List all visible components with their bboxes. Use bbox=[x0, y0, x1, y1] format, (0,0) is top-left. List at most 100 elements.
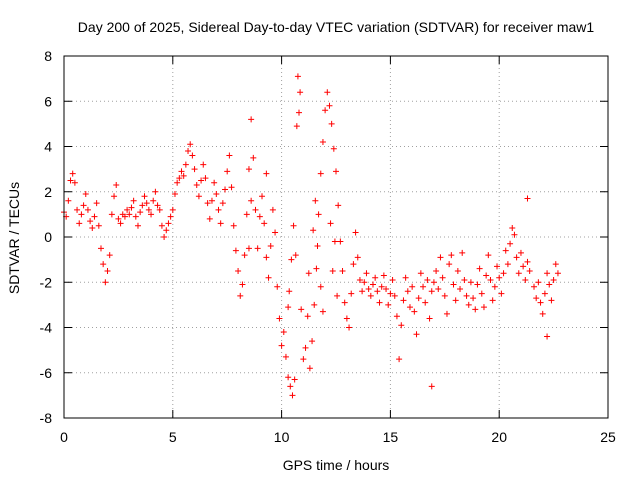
data-point-marker bbox=[480, 304, 487, 311]
data-point-marker bbox=[326, 102, 333, 109]
data-point-marker bbox=[239, 281, 246, 288]
data-point-marker bbox=[311, 301, 318, 308]
data-point-marker bbox=[341, 299, 348, 306]
data-point-marker bbox=[80, 202, 87, 209]
y-axis-label: SDTVAR / TECUs bbox=[6, 182, 22, 294]
data-point-marker bbox=[483, 272, 490, 279]
data-point-marker bbox=[476, 265, 483, 272]
data-point-marker bbox=[441, 292, 448, 299]
data-point-marker bbox=[248, 197, 255, 204]
data-point-marker bbox=[359, 288, 366, 295]
data-point-marker bbox=[139, 202, 146, 209]
data-point-marker bbox=[411, 308, 418, 315]
data-points bbox=[61, 73, 561, 399]
data-point-marker bbox=[452, 297, 459, 304]
data-point-marker bbox=[156, 206, 163, 213]
data-point-marker bbox=[113, 181, 120, 188]
data-point-marker bbox=[454, 267, 461, 274]
data-point-marker bbox=[161, 234, 168, 240]
data-point-marker bbox=[383, 286, 390, 293]
data-point-marker bbox=[504, 261, 511, 268]
data-point-marker bbox=[237, 292, 244, 299]
data-point-marker bbox=[300, 356, 307, 363]
data-point-marker bbox=[552, 261, 559, 268]
data-point-marker bbox=[363, 270, 370, 277]
data-point-marker bbox=[422, 299, 429, 306]
data-point-marker bbox=[69, 170, 76, 177]
data-point-marker bbox=[314, 243, 321, 250]
data-point-marker bbox=[494, 263, 501, 270]
data-point-marker bbox=[550, 276, 557, 283]
data-point-marker bbox=[387, 290, 394, 297]
data-point-marker bbox=[297, 89, 304, 96]
data-point-marker bbox=[274, 283, 281, 290]
data-point-marker bbox=[361, 279, 368, 286]
x-tick-label: 10 bbox=[274, 429, 290, 445]
data-point-marker bbox=[211, 179, 218, 186]
data-point-marker bbox=[369, 281, 376, 288]
data-point-marker bbox=[389, 276, 396, 283]
data-point-marker bbox=[522, 276, 529, 283]
data-point-marker bbox=[134, 222, 141, 229]
data-point-marker bbox=[378, 283, 385, 290]
data-point-marker bbox=[478, 290, 485, 297]
data-point-marker bbox=[163, 227, 170, 234]
data-point-marker bbox=[152, 188, 159, 195]
data-point-marker bbox=[285, 304, 292, 311]
data-point-marker bbox=[285, 374, 292, 381]
data-point-marker bbox=[215, 206, 222, 213]
y-tick-label: 2 bbox=[44, 184, 52, 200]
data-point-marker bbox=[446, 261, 453, 268]
data-point-marker bbox=[330, 145, 337, 152]
data-point-marker bbox=[322, 107, 329, 114]
data-point-marker bbox=[474, 281, 481, 288]
data-point-marker bbox=[348, 290, 355, 297]
y-tick-label: -2 bbox=[40, 274, 53, 290]
data-point-marker bbox=[150, 197, 157, 204]
data-point-marker bbox=[65, 197, 72, 204]
data-point-marker bbox=[256, 213, 263, 220]
data-point-marker bbox=[78, 211, 85, 218]
data-point-marker bbox=[415, 295, 422, 302]
data-point-marker bbox=[413, 331, 420, 338]
data-point-marker bbox=[121, 213, 128, 220]
data-point-marker bbox=[261, 220, 268, 227]
data-point-marker bbox=[248, 116, 255, 123]
data-point-marker bbox=[329, 267, 336, 274]
data-point-marker bbox=[243, 211, 250, 218]
data-point-marker bbox=[502, 247, 509, 254]
data-point-marker bbox=[346, 324, 353, 331]
data-point-marker bbox=[200, 161, 207, 168]
data-point-marker bbox=[290, 222, 297, 229]
data-point-marker bbox=[104, 267, 111, 274]
data-point-marker bbox=[437, 254, 444, 261]
data-point-marker bbox=[235, 267, 242, 274]
data-point-marker bbox=[400, 297, 407, 304]
data-point-marker bbox=[193, 181, 200, 188]
data-point-marker bbox=[102, 279, 109, 286]
data-point-marker bbox=[226, 152, 233, 159]
data-point-marker bbox=[171, 191, 178, 198]
data-point-marker bbox=[167, 213, 174, 220]
data-point-marker bbox=[339, 267, 346, 274]
data-point-marker bbox=[406, 304, 413, 311]
data-point-marker bbox=[472, 306, 479, 313]
data-point-marker bbox=[67, 177, 74, 184]
data-point-marker bbox=[417, 270, 424, 277]
data-point-marker bbox=[520, 263, 527, 270]
data-point-marker bbox=[263, 254, 270, 261]
data-point-marker bbox=[372, 274, 379, 281]
data-point-marker bbox=[82, 191, 89, 198]
data-point-marker bbox=[250, 154, 257, 161]
data-point-marker bbox=[182, 161, 189, 168]
data-point-marker bbox=[304, 313, 311, 320]
data-point-marker bbox=[132, 213, 139, 220]
data-point-marker bbox=[286, 288, 293, 295]
data-point-marker bbox=[404, 288, 411, 295]
data-point-marker bbox=[524, 258, 531, 265]
data-point-marker bbox=[315, 211, 322, 218]
data-point-marker bbox=[294, 73, 301, 80]
data-point-marker bbox=[202, 175, 209, 182]
data-point-marker bbox=[433, 267, 440, 274]
data-point-marker bbox=[310, 227, 317, 234]
